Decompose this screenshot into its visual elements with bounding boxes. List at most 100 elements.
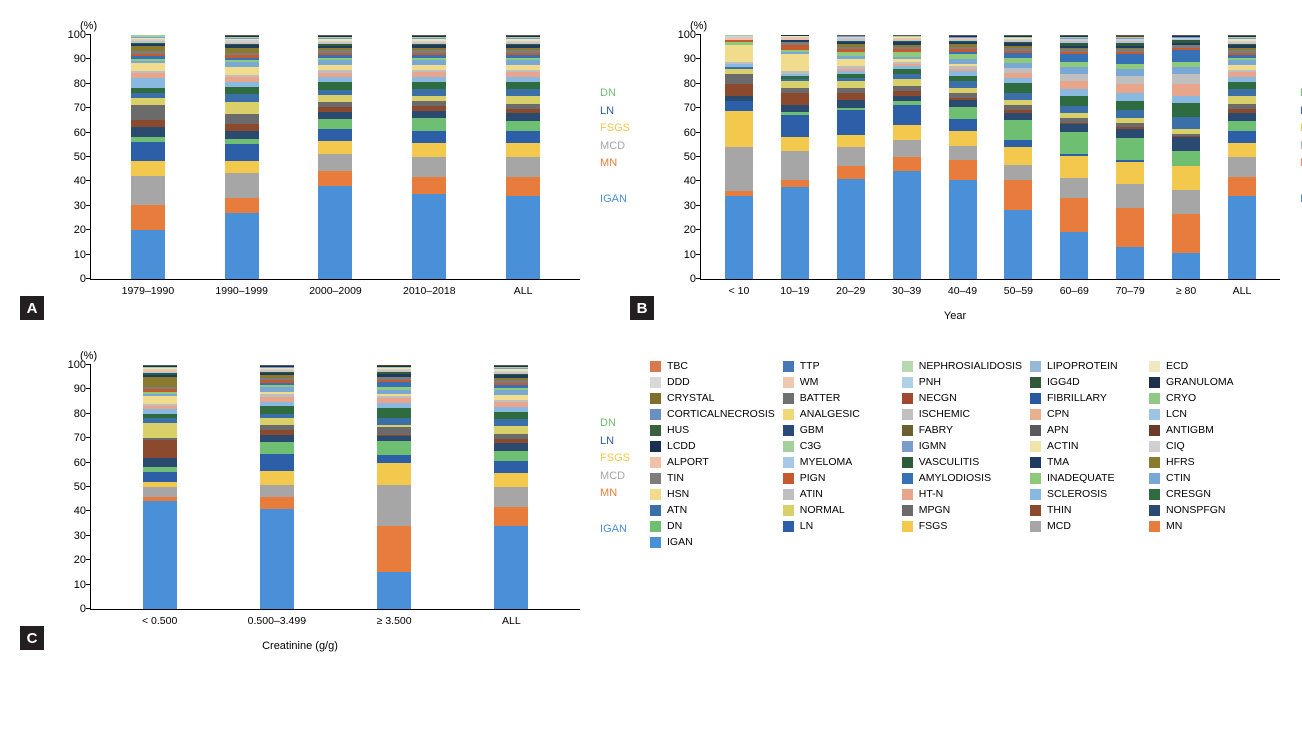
- legend-item: ANALGESIC: [783, 408, 894, 420]
- bar-segment: [260, 497, 294, 509]
- bar-segment: [506, 131, 540, 143]
- legend-item: SCLEROSIS: [1030, 488, 1141, 500]
- y-tick-label: 0: [51, 603, 86, 615]
- y-tick-label: 50: [51, 481, 86, 493]
- bar-segment: [725, 45, 753, 62]
- bar-segment: [377, 441, 411, 456]
- bar-segment: [1172, 103, 1200, 117]
- bar-segment: [1116, 110, 1144, 117]
- legend-swatch: [650, 425, 661, 436]
- bar-segment: [1172, 137, 1200, 151]
- legend-label: WM: [800, 376, 819, 388]
- bar-segment: [260, 509, 294, 609]
- bar-segment: [1172, 84, 1200, 96]
- bar-segment: [1116, 208, 1144, 247]
- bar-segment: [412, 143, 446, 158]
- legend-swatch: [1149, 505, 1160, 516]
- bar-stack: [781, 35, 809, 279]
- legend-label: DDD: [667, 376, 690, 388]
- bar-segment: [1004, 165, 1032, 180]
- inline-legend-item: LN: [600, 433, 630, 451]
- bar-column: < 0.500: [143, 365, 177, 609]
- bar-segment: [725, 147, 753, 191]
- legend-label: NECGN: [919, 392, 957, 404]
- bar-stack: [506, 35, 540, 279]
- inline-legend-item: MN: [600, 485, 630, 503]
- legend-item: FIBRILLARY: [1030, 392, 1141, 404]
- bar-segment: [725, 84, 753, 96]
- legend-swatch: [650, 537, 661, 548]
- legend-item: ATN: [650, 504, 775, 516]
- bar-segment: [949, 180, 977, 279]
- bar-segment: [260, 485, 294, 497]
- bar-segment: [143, 458, 177, 468]
- bar-segment: [131, 161, 165, 176]
- bar-stack: [1116, 35, 1144, 279]
- legend-item: CRESGN: [1149, 488, 1260, 500]
- chart-c-area: (%) 0102030405060708090100< 0.5000.500–3…: [20, 350, 580, 650]
- y-tick-label: 40: [51, 505, 86, 517]
- bar-segment: [494, 461, 528, 473]
- bar-stack: [725, 35, 753, 279]
- legend-item: CIQ: [1149, 440, 1260, 452]
- legend-label: ANALGESIC: [800, 408, 860, 420]
- legend-item: HFRS: [1149, 456, 1260, 468]
- bar-segment: [131, 176, 165, 205]
- y-tick-label: 10: [51, 249, 86, 261]
- bar-segment: [412, 82, 446, 89]
- y-tick-label: 80: [51, 78, 86, 90]
- legend-swatch: [1030, 393, 1041, 404]
- bar-segment: [506, 113, 540, 120]
- legend-label: HUS: [667, 424, 689, 436]
- legend-swatch: [783, 377, 794, 388]
- bar-segment: [1228, 196, 1256, 279]
- bar-segment: [949, 107, 977, 119]
- legend-swatch: [902, 425, 913, 436]
- y-tick-label: 70: [661, 102, 696, 114]
- legend-item: IGMN: [902, 440, 1022, 452]
- x-tick-label: 20–29: [836, 285, 865, 297]
- bar-segment: [318, 112, 352, 119]
- bar-segment: [131, 230, 165, 279]
- legend-label: AMYLODIOSIS: [919, 472, 991, 484]
- legend-item: C3G: [783, 440, 894, 452]
- bar-segment: [1172, 190, 1200, 214]
- legend-item: GBM: [783, 424, 894, 436]
- bar-segment: [781, 81, 809, 88]
- x-tick-label: 2010–2018: [403, 285, 456, 297]
- bar-column: 20–29: [837, 35, 865, 279]
- bar-segment: [1116, 184, 1144, 208]
- bar-column: 1979–1990: [131, 35, 165, 279]
- bar-segment: [225, 198, 259, 213]
- bar-segment: [1228, 121, 1256, 131]
- legend-label: TMA: [1047, 456, 1069, 468]
- bar-segment: [318, 186, 352, 279]
- bar-segment: [1228, 82, 1256, 89]
- legend-item: NECGN: [902, 392, 1022, 404]
- x-tick-label: ALL: [502, 615, 521, 627]
- x-tick-label: 40–49: [948, 285, 977, 297]
- bar-segment: [725, 111, 753, 148]
- legend-item: GRANULOMA: [1149, 376, 1260, 388]
- bar-segment: [837, 59, 865, 66]
- bar-stack: [949, 35, 977, 279]
- legend-label: CRYSTAL: [667, 392, 714, 404]
- bar-segment: [225, 114, 259, 124]
- bar-segment: [377, 418, 411, 425]
- legend-swatch: [902, 361, 913, 372]
- bar-segment: [949, 81, 977, 88]
- bar-column: 2010–2018: [412, 35, 446, 279]
- legend-item: TBC: [650, 360, 775, 372]
- legend-item: HSN: [650, 488, 775, 500]
- legend-swatch: [783, 489, 794, 500]
- legend-item: ALPORT: [650, 456, 775, 468]
- bar-segment: [143, 487, 177, 497]
- y-tick-label: 10: [661, 249, 696, 261]
- inline-legend-item: IGAN: [600, 191, 630, 209]
- bar-column: < 10: [725, 35, 753, 279]
- legend-item: NONSPFGN: [1149, 504, 1260, 516]
- bar-segment: [893, 125, 921, 140]
- big-legend: TBCTTPNEPHROSIALIDOSISLIPOPROTEINECDDDDW…: [630, 350, 1280, 650]
- legend-swatch: [1030, 409, 1041, 420]
- bar-segment: [225, 161, 259, 173]
